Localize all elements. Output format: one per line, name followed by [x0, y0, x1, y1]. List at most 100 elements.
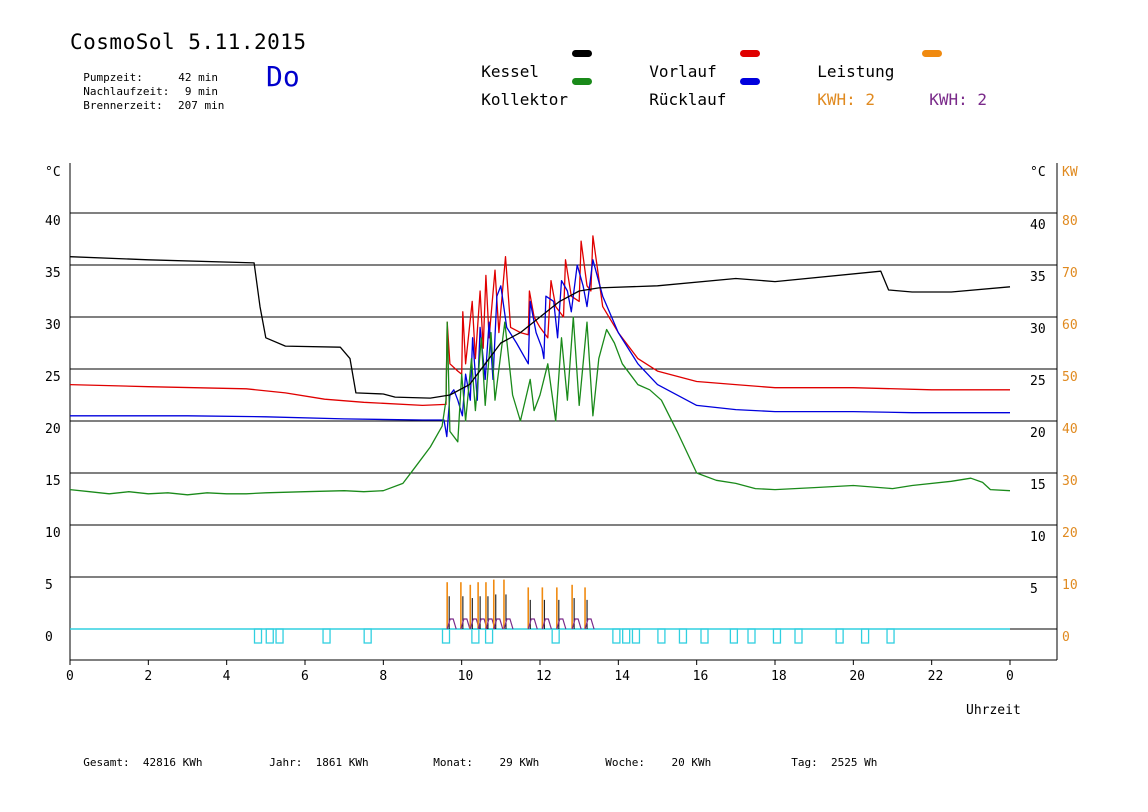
footer-woche: Woche: 20 KWh: [592, 743, 711, 769]
footer-label: Jahr:: [269, 756, 303, 769]
y-tick-label-right: 20: [1030, 426, 1046, 441]
x-tick-label: 14: [614, 669, 630, 684]
info-label: Nachlaufzeit:: [83, 85, 170, 98]
burner-event-marker: [657, 628, 666, 644]
footer-value: 42816 KWh: [142, 756, 203, 769]
burner-event-marker: [678, 628, 688, 644]
legend-kessel: Kessel: [462, 43, 539, 81]
series-line-kessel: [69, 256, 1011, 399]
legend-swatch-leistung: [922, 50, 942, 57]
y-tick-label-left: 0: [45, 630, 53, 645]
series-line-kollektor: [69, 316, 1011, 496]
y-tick-label-left: 15: [45, 474, 61, 489]
x-tick-label: 6: [301, 669, 309, 684]
kwh-pulse: [571, 618, 582, 630]
legend-label: Rücklauf: [649, 90, 727, 109]
y-tick-label-right: 15: [1030, 478, 1046, 493]
x-tick-label: 18: [771, 669, 787, 684]
kw-tick-label: 50: [1062, 370, 1078, 385]
legend-ruecklauf: Rücklauf: [630, 71, 726, 109]
series-line-ruecklauf: [70, 259, 1010, 438]
kwh-pulse: [541, 618, 552, 630]
kwh-pulse: [584, 618, 595, 630]
legend-kwh-purple: KWH: 2: [910, 71, 987, 109]
burner-event-marker: [772, 628, 782, 644]
burner-event-marker: [612, 628, 621, 644]
burner-event-marker: [886, 628, 895, 644]
footer-tag: Tag: 2525 Wh: [778, 743, 877, 769]
y-tick-label-left: 35: [45, 266, 61, 281]
kw-tick-label: 60: [1062, 318, 1078, 333]
kwh-pulse: [527, 618, 538, 630]
x-tick-label: 8: [379, 669, 387, 684]
y-tick-label-left: 30: [45, 318, 61, 333]
x-tick-label: 20: [849, 669, 865, 684]
legend-vorlauf: Vorlauf: [630, 43, 717, 81]
x-tick-label: 4: [223, 669, 231, 684]
kw-tick-label: 40: [1062, 422, 1078, 437]
legend-label: KWH: 2: [929, 90, 988, 109]
legend-label: Vorlauf: [649, 62, 717, 81]
burner-event-marker: [471, 628, 480, 644]
y-tick-label-right: 10: [1030, 530, 1046, 545]
legend-swatch-kollektor: [572, 78, 592, 85]
footer-value: 20 KWh: [671, 756, 712, 769]
info-label: Pumpzeit:: [83, 71, 143, 84]
burner-event-marker: [860, 628, 870, 644]
burner-event-marker: [729, 628, 739, 644]
burner-event-marker: [484, 628, 494, 644]
footer-monat: Monat: 29 KWh: [420, 743, 539, 769]
burner-event-marker: [631, 628, 641, 644]
weekday-label: Do: [266, 60, 300, 93]
x-tick-label: 16: [693, 669, 709, 684]
kw-tick-label: 10: [1062, 578, 1078, 593]
kw-tick-label: 30: [1062, 474, 1078, 489]
burner-event-marker: [265, 628, 274, 644]
y-tick-label-left: 20: [45, 422, 61, 437]
info-value: 42 min: [178, 71, 218, 84]
y-axis-unit-left: °C: [45, 165, 61, 180]
y-tick-label-left: 10: [45, 526, 61, 541]
legend-swatch-vorlauf: [740, 50, 760, 57]
legend-swatch-kessel: [572, 50, 592, 57]
legend-label: Kollektor: [481, 90, 568, 109]
info-value: 9 min: [184, 85, 218, 98]
info-row-nachlaufzeit: Nachlaufzeit: 9 min: [70, 72, 218, 98]
y-tick-label-left: 5: [45, 578, 53, 593]
kw-tick-label: 0: [1062, 630, 1070, 645]
burner-event-marker: [275, 628, 284, 644]
legend-kwh-orange: KWH: 2: [798, 71, 875, 109]
y-tick-label-right: 40: [1030, 218, 1046, 233]
x-axis-label: Uhrzeit: [966, 703, 1021, 718]
kwh-pulse: [503, 618, 514, 630]
burner-event-marker: [835, 628, 844, 644]
y-tick-label-left: 25: [45, 370, 61, 385]
legend-swatch-ruecklauf: [740, 78, 760, 85]
burner-event-marker: [747, 628, 756, 644]
x-tick-label: 12: [536, 669, 552, 684]
legend-label: KWH: 2: [817, 90, 876, 109]
footer-gesamt: Gesamt: 42816 KWh: [70, 743, 202, 769]
footer-value: 2525 Wh: [831, 756, 878, 769]
x-tick-label: 2: [144, 669, 152, 684]
footer-label: Gesamt:: [83, 756, 130, 769]
y-tick-label-right: 30: [1030, 322, 1046, 337]
burner-event-marker: [441, 628, 451, 644]
x-tick-label: 0: [66, 669, 74, 684]
kw-tick-label: 80: [1062, 214, 1078, 229]
y-tick-label-right: 5: [1030, 582, 1038, 597]
kwh-pulse: [446, 618, 457, 630]
burner-event-marker: [622, 628, 631, 644]
burner-event-marker: [322, 628, 331, 644]
kw-axis-unit: KW: [1062, 165, 1078, 180]
kwh-pulse: [493, 618, 504, 630]
x-tick-label: 22: [928, 669, 944, 684]
footer-jahr: Jahr: 1861 KWh: [256, 743, 368, 769]
burner-event-marker: [253, 628, 263, 644]
burner-event-marker: [363, 628, 372, 644]
legend-label: Kessel: [481, 62, 540, 81]
y-tick-label-left: 40: [45, 214, 61, 229]
kwh-pulse: [460, 618, 471, 630]
y-axis-unit-right: °C: [1030, 165, 1046, 180]
